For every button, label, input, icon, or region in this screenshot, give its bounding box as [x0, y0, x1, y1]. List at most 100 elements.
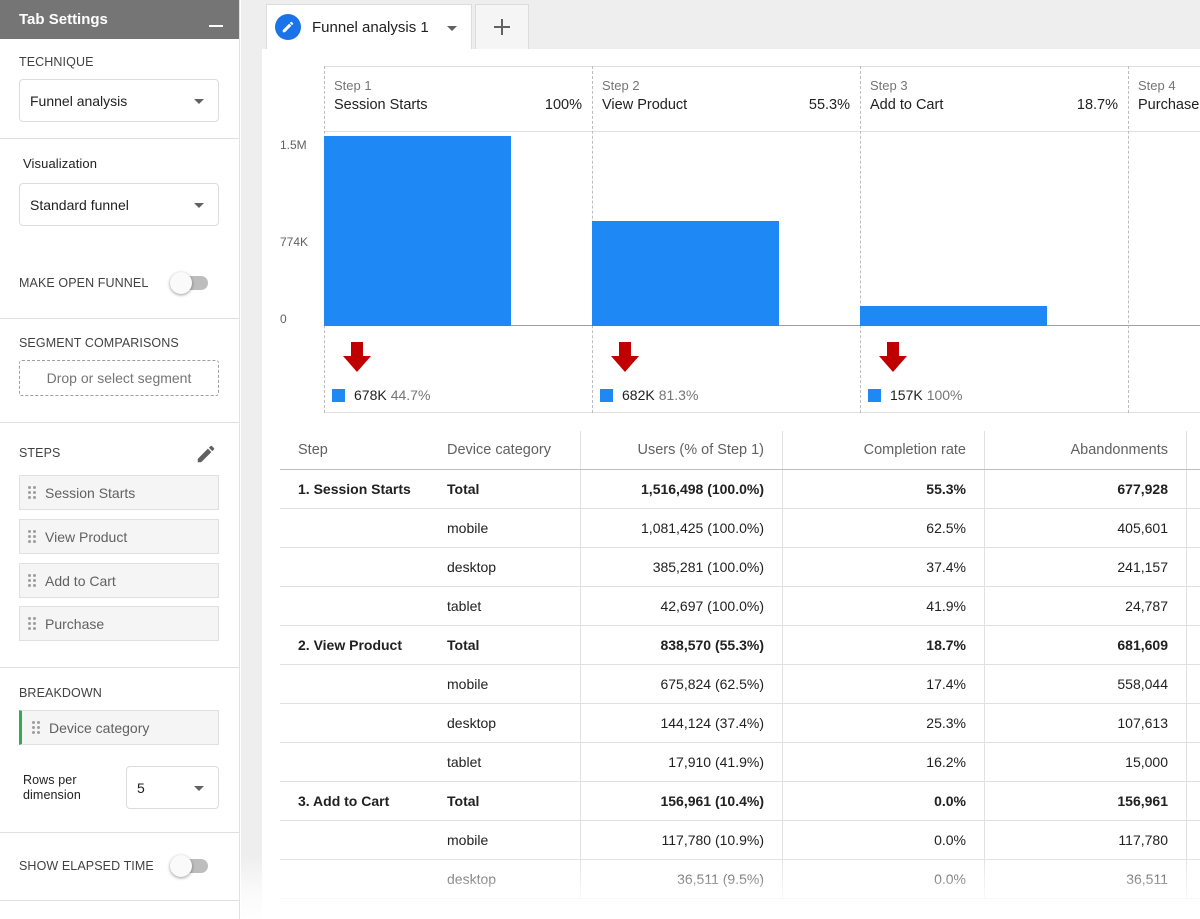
completion-cell: 41.9% [926, 598, 966, 614]
drop-off-arrow-icon[interactable] [876, 340, 910, 374]
step-cell: 1. Session Starts [298, 481, 411, 497]
divider [0, 138, 240, 139]
abandonment-legend: 682K 81.3% [600, 387, 698, 403]
elapsed-time-toggle[interactable] [170, 855, 210, 877]
column-divider [580, 470, 581, 508]
chevron-down-icon[interactable] [447, 26, 457, 31]
column-divider [984, 665, 985, 703]
column-divider [1186, 821, 1187, 859]
abandonment-legend: 678K 44.7% [332, 387, 430, 403]
abandonment-value: 682K [622, 387, 655, 403]
add-tab-button[interactable] [475, 4, 529, 49]
table-row[interactable]: mobile 117,780 (10.9%) 0.0% 117,780 [280, 821, 1200, 860]
table-row[interactable]: mobile 1,081,425 (100.0%) 62.5% 405,601 [280, 509, 1200, 548]
abandonment-legend: 157K 100% [868, 387, 963, 403]
segment-dropzone[interactable]: Drop or select segment [19, 360, 219, 396]
step-chip-purchase[interactable]: Purchase [19, 606, 219, 641]
column-divider [1128, 66, 1129, 413]
tab-funnel-analysis-1[interactable]: Funnel analysis 1 [266, 4, 472, 49]
tab-settings-header: Tab Settings [0, 0, 239, 39]
users-cell: 675,824 (62.5%) [660, 676, 764, 692]
table-row[interactable]: desktop 144,124 (37.4%) 25.3% 107,613 [280, 704, 1200, 743]
visualization-select[interactable]: Standard funnel [19, 183, 219, 226]
minimize-icon[interactable] [209, 24, 223, 27]
device-cell: desktop [447, 871, 497, 887]
drop-off-arrow-icon[interactable] [340, 340, 374, 374]
column-divider [580, 548, 581, 586]
header-device-category[interactable]: Device category [447, 442, 551, 458]
completion-cell: 0.0% [934, 871, 966, 887]
column-divider [984, 587, 985, 625]
y-tick-label: 1.5M [280, 138, 307, 152]
table-row[interactable]: 3. Add to Cart Total 156,961 (10.4%) 0.0% 15… [280, 782, 1200, 821]
funnel-chart: 1.5M 774K 0 Step 1 Session Starts 100% 678K… [280, 66, 1200, 414]
column-divider [1186, 860, 1187, 898]
step-chip-label: Session Starts [45, 484, 136, 501]
breakdown-chip[interactable]: Device category [19, 710, 219, 745]
device-cell: Total [447, 793, 480, 809]
column-divider [782, 509, 783, 547]
header-abandonments[interactable]: Abandonments [1070, 442, 1168, 458]
step-header-1: Step 1 Session Starts 100% [324, 66, 592, 132]
header-users[interactable]: Users (% of Step 1) [637, 442, 764, 458]
header-completion-rate[interactable]: Completion rate [863, 442, 966, 458]
column-divider [782, 431, 783, 469]
rows-per-dimension-select[interactable]: 5 [126, 766, 219, 809]
step-name: Add to Cart [870, 97, 944, 113]
table-row[interactable]: 2. View Product Total 838,570 (55.3%) 18.7%… [280, 626, 1200, 665]
device-cell: mobile [447, 832, 489, 848]
table-row[interactable]: tablet 17,910 (41.9%) 16.2% 15,000 [280, 743, 1200, 782]
header-step[interactable]: Step [298, 442, 328, 458]
column-divider [782, 860, 783, 898]
abandonment-percent: 44.7% [390, 387, 431, 403]
toggle-knob [170, 272, 192, 294]
column-divider [782, 548, 783, 586]
step-chip-add-to-cart[interactable]: Add to Cart [19, 563, 219, 598]
abandonments-cell: 677,928 [1117, 481, 1168, 497]
technique-label: TECHNIQUE [19, 55, 94, 69]
table-header-row: Step Device category Users (% of Step 1)… [280, 431, 1200, 470]
column-divider [860, 66, 861, 413]
edit-tab-icon[interactable] [275, 14, 301, 40]
step-cell: 2. View Product [298, 637, 402, 653]
abandonment-percent: 100% [926, 387, 963, 403]
column-divider [984, 782, 985, 820]
column-divider [580, 587, 581, 625]
table-row[interactable]: tablet 42,697 (100.0%) 41.9% 24,787 [280, 587, 1200, 626]
funnel-bar-2[interactable] [592, 220, 779, 326]
abandonments-cell: 156,961 [1117, 793, 1168, 809]
column-divider [1186, 743, 1187, 781]
y-tick-label: 774K [280, 235, 309, 249]
device-cell: desktop [447, 715, 497, 731]
table-row[interactable]: mobile 675,824 (62.5%) 17.4% 558,044 [280, 665, 1200, 704]
visualization-value: Standard funnel [30, 196, 129, 213]
completion-cell: 0.0% [934, 793, 966, 809]
step-chip-session-starts[interactable]: Session Starts [19, 475, 219, 510]
divider [0, 667, 240, 668]
column-divider [984, 431, 985, 469]
abandonments-cell: 558,044 [1117, 676, 1168, 692]
users-cell: 17,910 (41.9%) [668, 754, 764, 770]
step-name: Purchase [1138, 97, 1200, 113]
table-row[interactable]: desktop 36,511 (9.5%) 0.0% 36,511 [280, 860, 1200, 899]
open-funnel-toggle[interactable] [170, 272, 210, 294]
completion-cell: 0.0% [934, 832, 966, 848]
step-chip-view-product[interactable]: View Product [19, 519, 219, 554]
technique-select[interactable]: Funnel analysis [19, 79, 219, 122]
abandonments-cell: 681,609 [1117, 637, 1168, 653]
column-divider [782, 665, 783, 703]
funnel-bar-3[interactable] [860, 306, 1047, 326]
chevron-down-icon [194, 98, 204, 104]
column-divider [1186, 470, 1187, 508]
visualization-label: Visualization [23, 156, 98, 171]
divider [0, 422, 240, 423]
pencil-icon[interactable] [195, 443, 217, 465]
column-divider [1186, 548, 1187, 586]
funnel-bar-1[interactable] [324, 136, 511, 326]
breakdown-label: BREAKDOWN [19, 686, 102, 700]
table-row[interactable]: desktop 385,281 (100.0%) 37.4% 241,157 [280, 548, 1200, 587]
drop-off-arrow-icon[interactable] [608, 340, 642, 374]
step-number: Step 3 [870, 78, 908, 93]
table-row[interactable]: 1. Session Starts Total 1,516,498 (100.0%)… [280, 470, 1200, 509]
abandonment-value: 678K [354, 387, 387, 403]
